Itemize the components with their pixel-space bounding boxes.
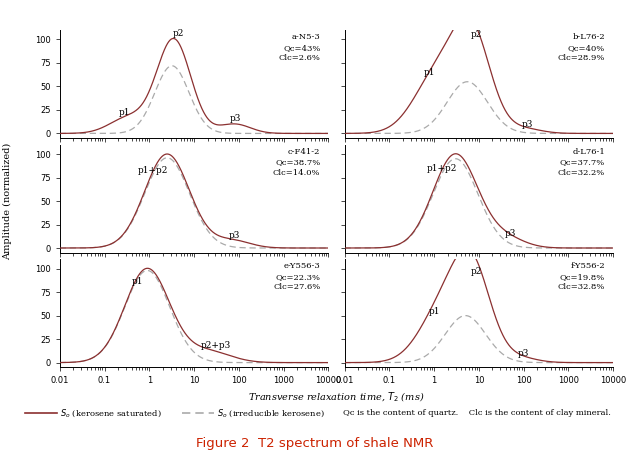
Text: $S_o$ (irreducible kerosene): $S_o$ (irreducible kerosene)	[217, 407, 325, 419]
Text: c-F41-2
Qc=38.7%
Clc=14.0%: c-F41-2 Qc=38.7% Clc=14.0%	[273, 148, 320, 176]
Text: b-L76-2
Qc=40%
Clc=28.9%: b-L76-2 Qc=40% Clc=28.9%	[558, 33, 605, 62]
Text: p3: p3	[229, 231, 240, 240]
Text: p3: p3	[518, 349, 530, 358]
Text: p2: p2	[471, 267, 482, 276]
Text: p1: p1	[428, 307, 440, 316]
Text: p3: p3	[521, 120, 533, 129]
Text: p3: p3	[230, 114, 242, 123]
Text: a-N5-3
Qc=43%
Clc=2.6%: a-N5-3 Qc=43% Clc=2.6%	[279, 33, 320, 62]
Text: d-L76-1
Qc=37.7%
Clc=32.2%: d-L76-1 Qc=37.7% Clc=32.2%	[558, 148, 605, 176]
Text: e-Y556-3
Qc=22.3%
Clc=27.6%: e-Y556-3 Qc=22.3% Clc=27.6%	[273, 262, 320, 291]
Text: p2: p2	[173, 29, 184, 37]
Text: p1: p1	[424, 68, 435, 77]
Text: Qc is the content of quartz.    Clc is the content of clay mineral.: Qc is the content of quartz. Clc is the …	[343, 409, 611, 418]
Text: p2+p3: p2+p3	[201, 341, 231, 350]
Text: p2: p2	[471, 30, 482, 39]
Text: p1+p2: p1+p2	[427, 164, 457, 173]
Text: p3: p3	[504, 229, 516, 237]
Text: Figure 2  T2 spectrum of shale NMR: Figure 2 T2 spectrum of shale NMR	[196, 438, 433, 450]
Text: p1: p1	[132, 277, 143, 286]
Text: Transverse relaxation time, $T_2$ (ms): Transverse relaxation time, $T_2$ (ms)	[248, 390, 425, 404]
Text: p1: p1	[119, 108, 130, 116]
Text: $S_o$ (kerosene saturated): $S_o$ (kerosene saturated)	[60, 407, 162, 419]
Text: Amplitude (normalized): Amplitude (normalized)	[3, 142, 12, 260]
Text: p1+p2: p1+p2	[138, 166, 168, 175]
Text: f-Y556-2
Qc=19.8%
Clc=32.8%: f-Y556-2 Qc=19.8% Clc=32.8%	[558, 262, 605, 291]
